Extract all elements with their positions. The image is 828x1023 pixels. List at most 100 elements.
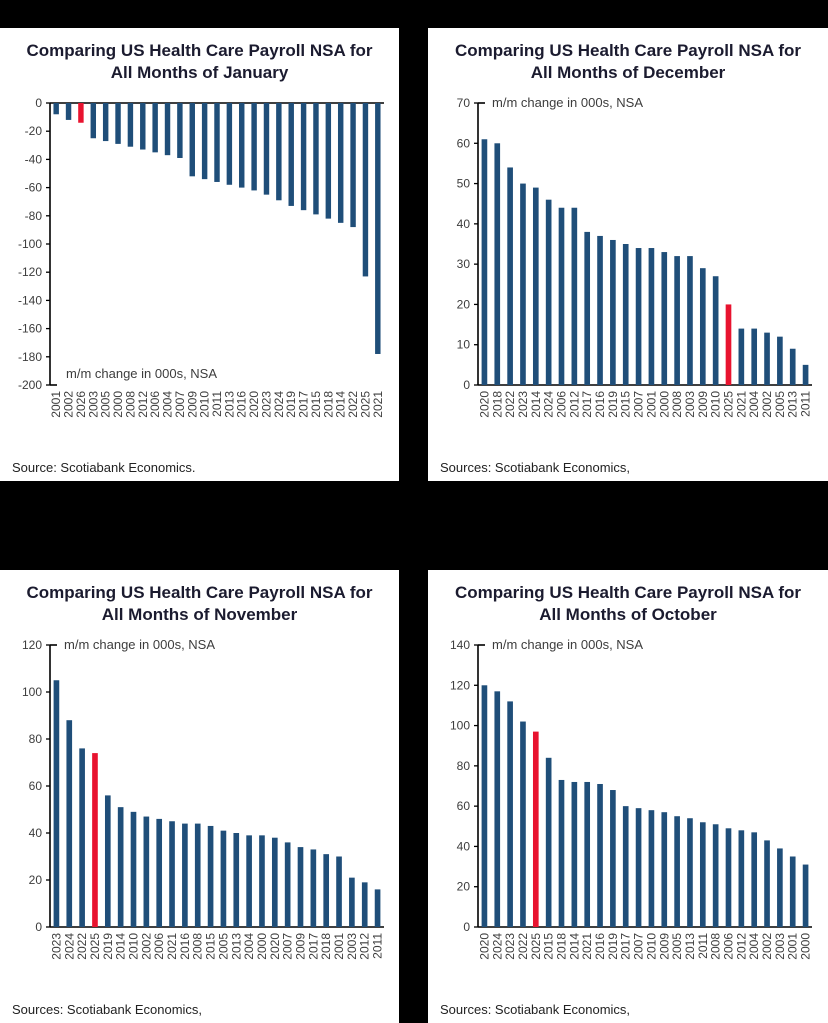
svg-text:-200: -200	[18, 378, 42, 392]
svg-text:2006: 2006	[555, 391, 569, 418]
svg-text:2020: 2020	[268, 933, 282, 960]
svg-text:10: 10	[457, 338, 471, 352]
svg-text:2010: 2010	[644, 933, 658, 960]
svg-text:2014: 2014	[334, 391, 348, 418]
svg-text:2009: 2009	[185, 391, 199, 418]
svg-text:m/m change in 000s, NSA: m/m change in 000s, NSA	[492, 95, 643, 110]
svg-text:2003: 2003	[773, 933, 787, 960]
svg-text:2018: 2018	[321, 391, 335, 418]
source-note-january: Source: Scotiabank Economics.	[12, 460, 196, 475]
bar-chart-december: 0 10 20 30 40 50 60 70 2020 2018 2022 2023 2014 2024 2…	[432, 89, 828, 440]
svg-text:2008: 2008	[670, 391, 684, 418]
svg-text:20: 20	[457, 880, 471, 894]
svg-text:2024: 2024	[272, 391, 286, 418]
svg-text:2002: 2002	[760, 391, 774, 418]
svg-text:2013: 2013	[222, 391, 236, 418]
svg-text:2001: 2001	[332, 933, 346, 960]
svg-text:2001: 2001	[786, 933, 800, 960]
svg-text:2002: 2002	[139, 933, 153, 960]
chart-title-november: Comparing US Health Care Payroll NSA for…	[26, 583, 373, 625]
bar-chart-november: 0 20 40 60 80 100 120 2023 2024 2022 2025 2019 2014 2…	[4, 631, 399, 982]
svg-text:2002: 2002	[760, 933, 774, 960]
svg-text:2007: 2007	[281, 933, 295, 960]
svg-text:2020: 2020	[247, 391, 261, 418]
svg-text:2006: 2006	[722, 933, 736, 960]
svg-text:2022: 2022	[75, 933, 89, 960]
svg-text:60: 60	[29, 779, 43, 793]
svg-text:40: 40	[457, 839, 471, 853]
svg-text:2016: 2016	[593, 933, 607, 960]
svg-text:2009: 2009	[294, 933, 308, 960]
svg-text:2010: 2010	[198, 391, 212, 418]
svg-text:2024: 2024	[62, 933, 76, 960]
svg-text:2023: 2023	[49, 933, 63, 960]
svg-text:0: 0	[35, 920, 42, 934]
svg-text:2012: 2012	[734, 933, 748, 960]
svg-text:-20: -20	[25, 124, 43, 138]
svg-text:2023: 2023	[503, 933, 517, 960]
svg-text:2012: 2012	[567, 391, 581, 418]
svg-text:2003: 2003	[683, 391, 697, 418]
svg-text:2005: 2005	[773, 391, 787, 418]
svg-text:120: 120	[450, 678, 470, 692]
svg-text:0: 0	[463, 920, 470, 934]
svg-text:2004: 2004	[161, 391, 175, 418]
svg-text:-160: -160	[18, 321, 42, 335]
svg-text:m/m change in 000s, NSA: m/m change in 000s, NSA	[66, 366, 217, 381]
svg-text:2002: 2002	[62, 391, 76, 418]
svg-text:100: 100	[22, 685, 42, 699]
svg-text:2013: 2013	[229, 933, 243, 960]
svg-text:2007: 2007	[173, 391, 187, 418]
svg-text:2021: 2021	[734, 391, 748, 418]
svg-text:2022: 2022	[516, 933, 530, 960]
bar-chart-october: 0 20 40 60 80 100 120 140 2020 2024 2023 2022 2025 20…	[432, 631, 828, 982]
svg-text:50: 50	[457, 176, 471, 190]
svg-text:2011: 2011	[210, 391, 224, 417]
svg-text:-180: -180	[18, 350, 42, 364]
svg-text:m/m change in 000s, NSA: m/m change in 000s, NSA	[492, 637, 643, 652]
svg-text:2019: 2019	[606, 933, 620, 960]
svg-text:2019: 2019	[606, 391, 620, 418]
svg-text:2025: 2025	[529, 933, 543, 960]
svg-text:2007: 2007	[632, 933, 646, 960]
svg-text:2005: 2005	[99, 391, 113, 418]
chart-panel-november: Comparing US Health Care Payroll NSA for…	[0, 570, 399, 1023]
svg-text:2011: 2011	[696, 933, 710, 959]
svg-text:2011: 2011	[799, 391, 813, 417]
svg-text:60: 60	[457, 799, 471, 813]
svg-text:2025: 2025	[358, 391, 372, 418]
svg-text:2015: 2015	[309, 391, 323, 418]
svg-text:2014: 2014	[529, 391, 543, 418]
svg-text:2008: 2008	[709, 933, 723, 960]
svg-text:2022: 2022	[346, 391, 360, 418]
source-note-december: Sources: Scotiabank Economics,	[440, 460, 631, 475]
svg-text:2009: 2009	[696, 391, 710, 418]
svg-text:2013: 2013	[786, 391, 800, 418]
chart-title-december: Comparing US Health Care Payroll NSA for…	[454, 41, 802, 83]
svg-text:2018: 2018	[319, 933, 333, 960]
svg-text:2021: 2021	[165, 933, 179, 960]
source-note-october: Sources: Scotiabank Economics,	[440, 1002, 631, 1017]
svg-text:2013: 2013	[683, 933, 697, 960]
svg-text:140: 140	[450, 638, 470, 652]
svg-text:2015: 2015	[619, 391, 633, 418]
svg-text:2011: 2011	[371, 933, 385, 959]
svg-text:2012: 2012	[136, 391, 150, 418]
svg-text:40: 40	[29, 826, 43, 840]
chart-panel-december: Comparing US Health Care Payroll NSA for…	[428, 28, 828, 481]
svg-text:2000: 2000	[111, 391, 125, 418]
svg-text:2010: 2010	[127, 933, 141, 960]
svg-text:2015: 2015	[204, 933, 218, 960]
svg-text:2005: 2005	[670, 933, 684, 960]
svg-text:2025: 2025	[722, 391, 736, 418]
source-note-november: Sources: Scotiabank Economics,	[12, 1002, 203, 1017]
svg-text:2024: 2024	[542, 391, 556, 418]
svg-text:2021: 2021	[580, 933, 594, 960]
svg-text:-40: -40	[25, 152, 43, 166]
svg-text:2019: 2019	[284, 391, 298, 418]
svg-text:2001: 2001	[49, 391, 63, 418]
svg-text:40: 40	[457, 217, 471, 231]
svg-text:2020: 2020	[477, 391, 491, 418]
chart-title-january: Comparing US Health Care Payroll NSA for…	[26, 41, 373, 83]
